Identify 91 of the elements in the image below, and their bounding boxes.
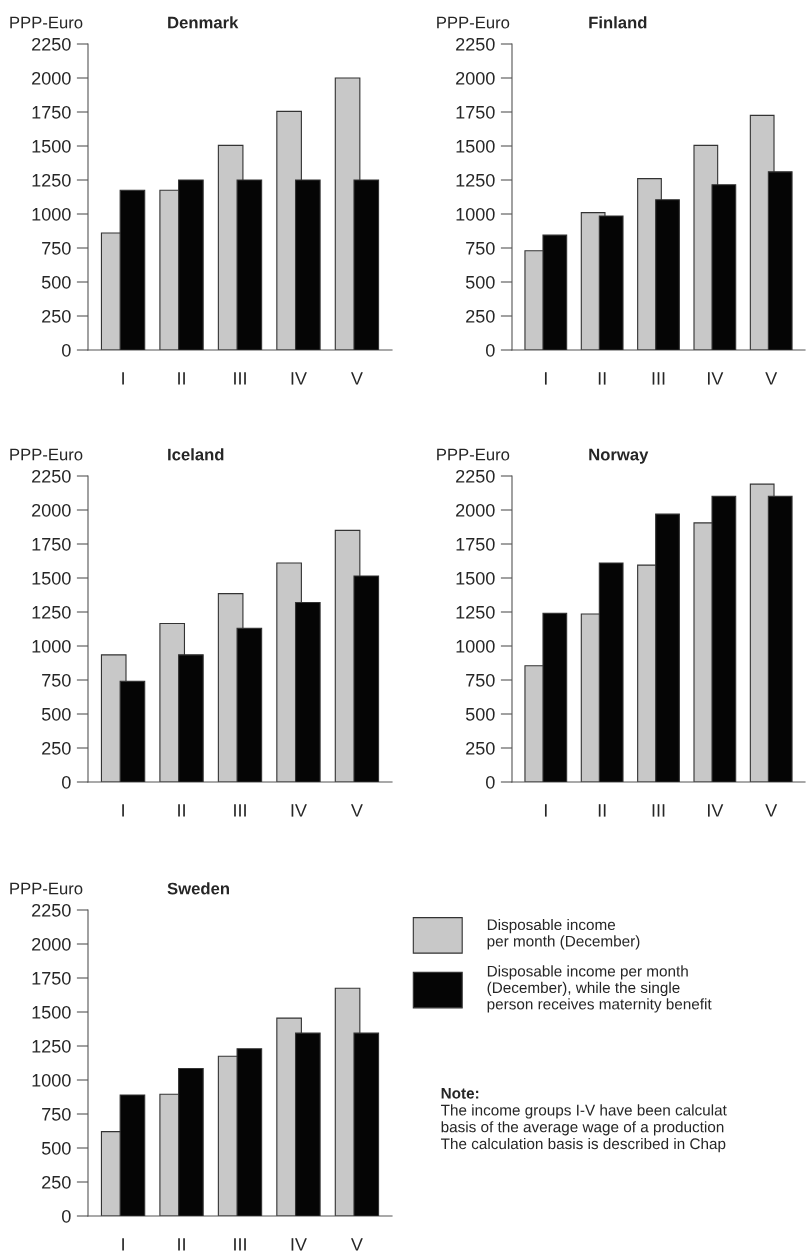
- y-tick-label: 2250: [32, 37, 71, 51]
- y-tick-label: 1500: [32, 571, 71, 585]
- y-axis-title: PPP-Euro: [10, 16, 83, 29]
- x-tick-label: V: [765, 372, 778, 385]
- x-tick-label: I: [122, 372, 124, 385]
- y-axis-title: PPP-Euro: [10, 882, 83, 895]
- y-tick-label: 2250: [456, 469, 495, 483]
- x-tick-label: II: [178, 1238, 185, 1251]
- y-tick-label: 1500: [456, 139, 495, 153]
- legend-label: Disposable income per month (December), while the single person receives maternity benefit: [487, 965, 712, 1013]
- y-tick-label: 1500: [32, 139, 71, 153]
- y-tick-label: 0: [62, 775, 71, 789]
- y-tick-label: 1750: [32, 537, 71, 551]
- chart-title: Finland: [589, 16, 647, 29]
- y-tick-label: 1750: [32, 971, 71, 985]
- y-axis-title: PPP-Euro: [437, 16, 510, 29]
- y-tick-label: 500: [41, 1141, 71, 1155]
- y-tick-label: 1000: [32, 639, 71, 653]
- y-tick-label: 2250: [32, 469, 71, 483]
- y-tick-label: 1000: [456, 639, 495, 653]
- y-tick-label: 250: [42, 309, 71, 323]
- chart-title: Sweden: [167, 882, 229, 895]
- y-tick-label: 1250: [32, 1039, 71, 1053]
- x-tick-label: II: [598, 372, 606, 385]
- y-tick-label: 750: [42, 1107, 71, 1121]
- y-tick-label: 750: [42, 241, 71, 255]
- y-tick-label: 2000: [456, 71, 495, 85]
- x-tick-label: I: [122, 804, 124, 817]
- y-tick-label: 0: [486, 775, 495, 789]
- y-tick-label: 1500: [456, 571, 495, 585]
- text: Note:: [441, 1088, 479, 1099]
- y-tick-label: 1750: [456, 537, 495, 551]
- y-axis-title: PPP-Euro: [10, 448, 83, 461]
- y-tick-label: 250: [466, 309, 495, 323]
- text: The income groups I-V have been calculat: [440, 1104, 727, 1119]
- y-tick-label: 1250: [32, 173, 71, 187]
- y-tick-label: 500: [41, 707, 71, 721]
- y-tick-label: 1500: [32, 1005, 71, 1019]
- y-tick-label: 500: [465, 707, 495, 721]
- x-tick-label: IV: [291, 804, 307, 817]
- y-tick-label: 2000: [456, 503, 495, 517]
- chart-title: Iceland: [168, 448, 224, 461]
- y-tick-label: 1000: [32, 207, 71, 221]
- x-tick-label: III: [234, 372, 246, 385]
- text: basis of the average wage of a production: [441, 1121, 724, 1136]
- x-tick-label: V: [765, 804, 778, 817]
- y-tick-label: 0: [62, 1209, 71, 1223]
- y-tick-label: 0: [486, 343, 495, 357]
- y-tick-label: 0: [62, 343, 71, 357]
- y-tick-label: 2000: [32, 937, 71, 951]
- x-tick-label: III: [234, 804, 246, 817]
- x-tick-label: II: [178, 804, 185, 817]
- x-tick-label: I: [122, 1238, 124, 1251]
- x-tick-label: IV: [291, 372, 307, 385]
- y-tick-label: 2000: [32, 503, 71, 517]
- y-tick-label: 750: [42, 673, 71, 687]
- x-tick-label: IV: [291, 1238, 307, 1251]
- x-tick-label: V: [350, 1238, 363, 1251]
- y-tick-label: 250: [466, 741, 495, 755]
- y-tick-label: 1000: [456, 207, 495, 221]
- x-tick-label: II: [598, 804, 606, 817]
- x-tick-label: III: [652, 372, 665, 385]
- y-tick-label: 2250: [456, 37, 495, 51]
- y-tick-label: 1250: [456, 173, 495, 187]
- y-tick-label: 1000: [32, 1073, 71, 1087]
- y-tick-label: 750: [466, 673, 495, 687]
- y-tick-label: 500: [465, 275, 495, 289]
- y-tick-label: 1250: [32, 605, 71, 619]
- y-tick-label: 1750: [32, 105, 71, 119]
- y-tick-label: 2250: [32, 903, 71, 917]
- x-tick-label: V: [350, 804, 363, 817]
- x-tick-label: I: [544, 372, 547, 385]
- x-tick-label: IV: [707, 372, 724, 385]
- y-tick-label: 500: [41, 275, 71, 289]
- x-tick-label: II: [178, 372, 185, 385]
- y-axis-title: PPP-Euro: [437, 448, 510, 461]
- x-tick-label: V: [350, 372, 363, 385]
- text: The calculation basis is described in Chap: [440, 1137, 726, 1153]
- y-tick-label: 1750: [456, 105, 495, 119]
- y-tick-label: 250: [42, 741, 71, 755]
- y-tick-label: 2000: [32, 71, 71, 85]
- y-tick-label: 750: [466, 241, 495, 255]
- x-tick-label: III: [652, 804, 665, 817]
- x-tick-label: III: [234, 1238, 246, 1251]
- chart-title: Denmark: [168, 16, 239, 29]
- x-tick-label: I: [544, 804, 547, 817]
- x-tick-label: IV: [707, 804, 724, 817]
- chart-title: Norway: [589, 448, 649, 464]
- y-tick-label: 250: [42, 1175, 71, 1189]
- legend-label: Disposable income per month (December): [487, 918, 640, 950]
- y-tick-label: 1250: [456, 605, 495, 619]
